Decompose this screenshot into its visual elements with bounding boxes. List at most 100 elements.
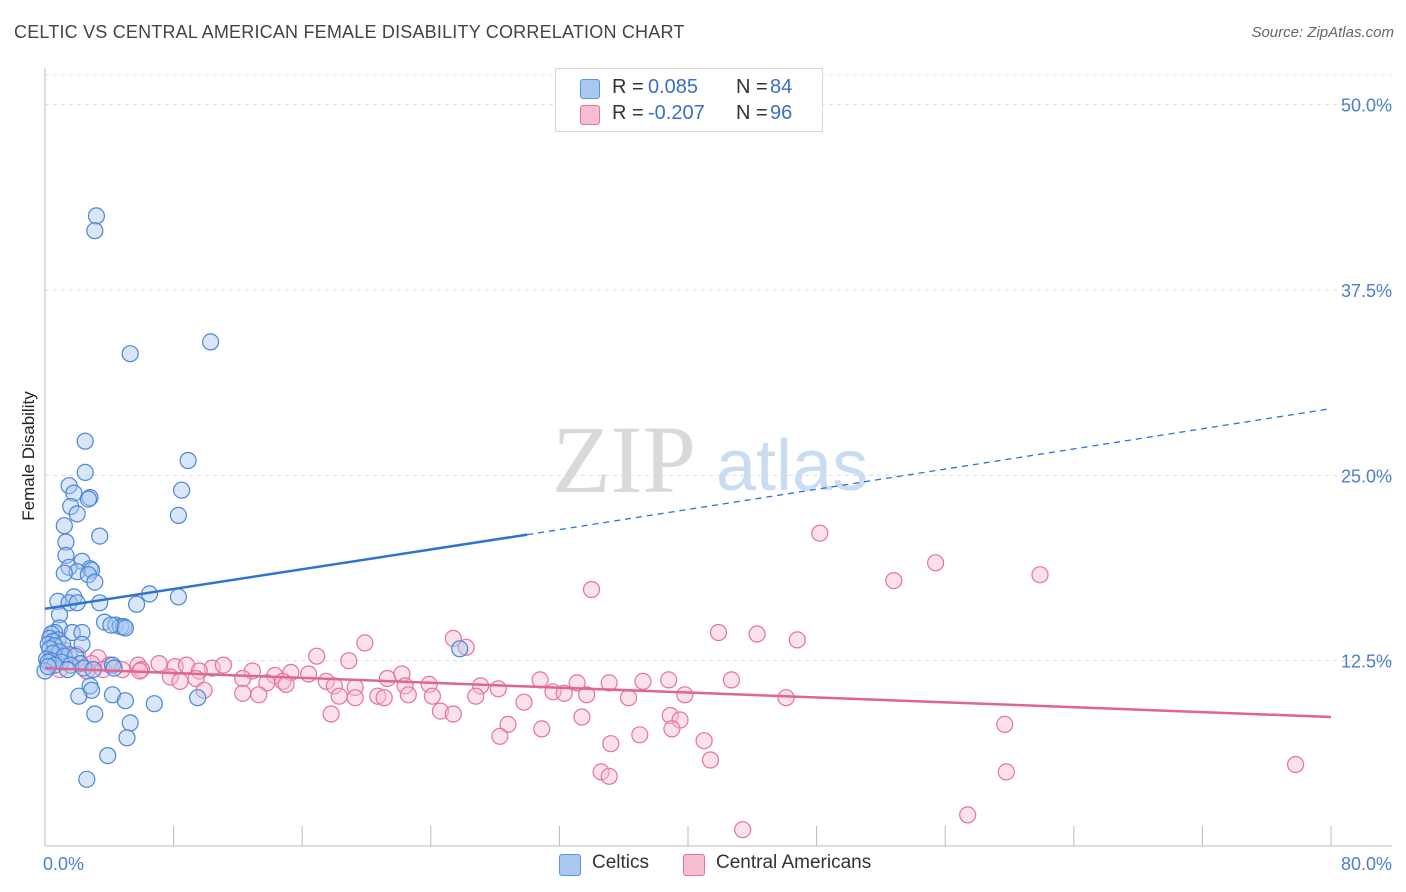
- central-americans-point: [885, 571, 903, 590]
- axes: [44, 68, 1392, 847]
- correlation-legend: R = 0.085 N = 84 R = -0.207 N = 96: [555, 68, 823, 132]
- celtics-point: [116, 619, 135, 637]
- celtics-point: [86, 573, 104, 591]
- central-americans-point: [582, 580, 601, 599]
- r-value: -0.207: [648, 102, 705, 124]
- celtics-point: [55, 564, 73, 582]
- r-value: 0.085: [648, 76, 699, 98]
- central-americans-point: [695, 732, 713, 750]
- central-americans-point: [533, 720, 551, 738]
- celtics-point: [73, 623, 91, 642]
- central-americans-point: [300, 665, 318, 683]
- central-americans-point: [663, 720, 681, 738]
- central-americans-point: [444, 629, 462, 648]
- celtics-point: [116, 692, 135, 710]
- central-americans-point: [214, 656, 232, 674]
- celtics-point: [68, 563, 86, 581]
- central-americans-point: [489, 680, 507, 698]
- celtics-point: [121, 345, 139, 363]
- celtics-point: [179, 451, 197, 470]
- central-americans-point: [369, 687, 387, 705]
- celtics-point: [145, 695, 163, 713]
- central-americans-point: [340, 652, 358, 670]
- central-americans-point: [234, 684, 252, 702]
- central-americans-point: [573, 708, 591, 726]
- central-americans-point: [1031, 566, 1049, 584]
- central-americans-point: [1286, 755, 1305, 774]
- central-americans-point: [578, 686, 596, 704]
- celtics-point: [118, 729, 136, 747]
- celtics-point: [86, 705, 104, 723]
- central-americans-point: [423, 687, 441, 705]
- central-americans-point: [661, 706, 679, 725]
- x-tick-label: 0.0%: [43, 854, 84, 874]
- central-americans-point: [150, 654, 168, 673]
- central-americans-point: [203, 659, 221, 677]
- celtics-point: [86, 222, 104, 240]
- y-tick-label: 50.0%: [1341, 96, 1392, 116]
- y-tick-label: 12.5%: [1341, 652, 1392, 672]
- central-americans-point: [959, 806, 977, 824]
- central-americans-point: [997, 763, 1015, 781]
- chart-title: CELTIC VS CENTRAL AMERICAN FEMALE DISABI…: [14, 22, 685, 42]
- central-americans-point: [330, 687, 348, 705]
- central-americans-point: [600, 674, 618, 692]
- x-tick-label: 80.0%: [1341, 854, 1392, 874]
- central-americans-point: [356, 634, 374, 652]
- central-americans-point: [431, 702, 449, 720]
- central-americans-point: [811, 524, 829, 542]
- celtics-swatch: [559, 854, 581, 876]
- celtics-point: [70, 687, 88, 705]
- celtics-swatch: [580, 79, 600, 99]
- central-americans-point: [734, 821, 752, 839]
- central-americans-point: [467, 687, 485, 705]
- celtics-point: [91, 527, 109, 545]
- celtics-trend-extension: [527, 407, 1332, 536]
- central-americans-point: [444, 705, 462, 723]
- central-americans-point: [399, 686, 417, 704]
- celtics-legend-label: Celtics: [592, 852, 650, 873]
- celtics-point: [55, 517, 73, 535]
- celtics-point: [103, 656, 122, 674]
- y-axis-label: Female Disability: [19, 391, 38, 521]
- y-tick-label: 25.0%: [1341, 466, 1392, 486]
- n-value: 96: [770, 102, 793, 124]
- central-americans-point: [619, 689, 638, 707]
- central-americans-swatch: [580, 105, 600, 125]
- celtics-point: [76, 463, 94, 481]
- central-americans-point: [250, 686, 268, 704]
- celtics-point: [169, 506, 187, 525]
- central-americans-point: [491, 727, 509, 745]
- celtics-point: [63, 623, 81, 642]
- celtics-point: [65, 484, 83, 502]
- source-note: Source: ZipAtlas.com: [1251, 24, 1394, 41]
- n-label: N =: [736, 102, 768, 124]
- celtics-point: [202, 333, 220, 351]
- celtics-point: [99, 746, 117, 765]
- watermark-atlas: atlas: [716, 426, 868, 506]
- central-americans-point: [634, 672, 652, 691]
- y-tick-label: 37.5%: [1341, 281, 1392, 301]
- celtics-point: [121, 714, 139, 732]
- central-americans-point: [709, 623, 728, 642]
- celtics-point: [68, 505, 86, 523]
- central-americans-legend-label: Central Americans: [716, 852, 872, 873]
- r-label: R =: [612, 76, 644, 98]
- central-americans-point: [926, 554, 945, 572]
- central-americans-point: [592, 763, 610, 781]
- central-americans-point: [375, 689, 393, 707]
- tick-labels: 12.5% 25.0% 37.5% 50.0% 0.0% 80.0%: [43, 96, 1392, 874]
- n-value: 84: [770, 76, 793, 98]
- n-label: N =: [736, 76, 768, 98]
- central-americans-point: [660, 671, 678, 689]
- trend-lines: [44, 407, 1332, 719]
- watermark-zip: ZIP: [552, 406, 696, 513]
- r-label: R =: [612, 102, 644, 124]
- celtics-point: [451, 640, 469, 658]
- celtics-point: [91, 594, 109, 612]
- central-americans-point: [346, 689, 364, 707]
- central-americans-point: [277, 675, 295, 694]
- celtics-point: [76, 432, 94, 450]
- central-americans-point: [748, 625, 766, 643]
